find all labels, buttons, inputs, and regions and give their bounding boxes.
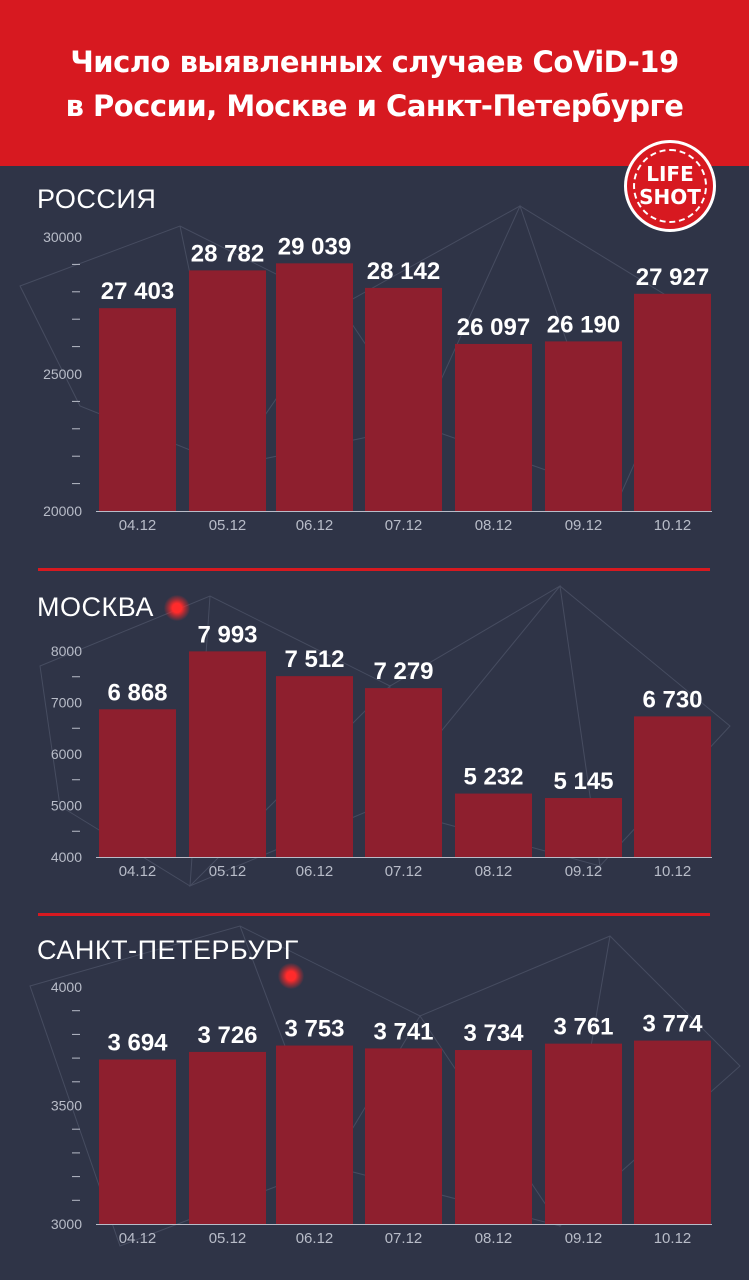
header-banner: Число выявленных случаев CoViD-19 в Росс… <box>0 0 749 166</box>
y-tick-label: 20000 <box>43 503 82 519</box>
data-label-05.12: 3 726 <box>197 1022 257 1049</box>
data-label-07.12: 28 142 <box>367 258 440 285</box>
title-line-1: Число выявленных случаев CoViD-19 <box>70 45 679 79</box>
x-tick-label: 07.12 <box>385 517 423 534</box>
data-label-10.12: 27 927 <box>636 264 709 291</box>
x-tick-label: 05.12 <box>209 1230 247 1247</box>
x-tick-label: 04.12 <box>119 1230 157 1247</box>
data-label-08.12: 26 097 <box>457 314 530 341</box>
data-label-04.12: 27 403 <box>101 278 174 305</box>
y-tick-label: 4000 <box>51 849 82 865</box>
divider-1 <box>38 568 710 571</box>
data-label-04.12: 6 868 <box>107 679 167 706</box>
x-tick-label: 07.12 <box>385 863 423 880</box>
data-label-08.12: 3 734 <box>463 1020 524 1047</box>
data-label-09.12: 3 761 <box>553 1014 613 1041</box>
bar-04.12 <box>99 1059 176 1224</box>
data-label-10.12: 6 730 <box>642 686 702 713</box>
y-tick-label: 3500 <box>51 1098 82 1114</box>
x-tick-label: 09.12 <box>565 517 603 534</box>
x-tick-label: 09.12 <box>565 863 603 880</box>
y-tick-label: 25000 <box>43 366 82 382</box>
title-line-2: в России, Москве и Санкт-Петербурге <box>65 89 684 123</box>
logo-text-life: LIFE <box>646 162 694 186</box>
x-tick-label: 10.12 <box>654 863 692 880</box>
bar-05.12 <box>189 270 266 511</box>
data-label-07.12: 3 741 <box>373 1018 433 1045</box>
logo-text-shot: SHOT <box>639 185 701 209</box>
x-tick-label: 08.12 <box>475 1230 513 1247</box>
bar-08.12 <box>455 1050 532 1224</box>
bar-10.12 <box>634 293 711 511</box>
x-tick-label: 06.12 <box>296 863 334 880</box>
y-tick-label: 6000 <box>51 746 82 762</box>
x-tick-label: 07.12 <box>385 1230 423 1247</box>
data-label-05.12: 28 782 <box>191 240 264 267</box>
y-tick-label: 8000 <box>51 643 82 659</box>
bar-04.12 <box>99 308 176 511</box>
x-tick-label: 08.12 <box>475 517 513 534</box>
x-tick-label: 05.12 <box>209 863 247 880</box>
y-tick-label: 7000 <box>51 695 82 711</box>
data-label-04.12: 3 694 <box>107 1030 168 1057</box>
section-title-russia: РОССИЯ <box>37 184 157 214</box>
bar-10.12 <box>634 1040 711 1224</box>
x-tick-label: 04.12 <box>119 517 157 534</box>
data-label-06.12: 29 039 <box>278 233 351 260</box>
spb-location-marker <box>278 963 304 989</box>
section-title-moscow: МОСКВА <box>37 592 154 622</box>
data-label-07.12: 7 279 <box>373 658 433 685</box>
x-tick-label: 10.12 <box>654 1230 692 1247</box>
bar-05.12 <box>189 1051 266 1224</box>
divider-2 <box>38 913 710 916</box>
bar-07.12 <box>365 1048 442 1224</box>
y-tick-label: 30000 <box>43 229 82 245</box>
logo-ring <box>633 149 707 223</box>
moscow-location-marker <box>164 595 190 621</box>
bar-06.12 <box>276 676 353 857</box>
bar-09.12 <box>545 798 622 857</box>
bar-05.12 <box>189 651 266 857</box>
x-tick-label: 06.12 <box>296 517 334 534</box>
bar-04.12 <box>99 709 176 857</box>
section-title-spb: САНКТ-ПЕТЕРБУРГ <box>37 935 299 965</box>
bar-08.12 <box>455 343 532 511</box>
bar-06.12 <box>276 263 353 511</box>
bar-09.12 <box>545 341 622 511</box>
bar-06.12 <box>276 1045 353 1224</box>
data-label-06.12: 7 512 <box>284 646 344 673</box>
data-label-08.12: 5 232 <box>463 764 523 791</box>
data-label-05.12: 7 993 <box>197 621 257 648</box>
data-label-09.12: 26 190 <box>547 311 620 338</box>
y-tick-label: 4000 <box>51 979 82 995</box>
bar-08.12 <box>455 793 532 857</box>
x-tick-label: 05.12 <box>209 517 247 534</box>
x-tick-label: 10.12 <box>654 517 692 534</box>
x-tick-label: 09.12 <box>565 1230 603 1247</box>
bar-09.12 <box>545 1043 622 1224</box>
bar-10.12 <box>634 716 711 857</box>
data-label-09.12: 5 145 <box>553 768 613 795</box>
x-tick-label: 08.12 <box>475 863 513 880</box>
lifeshot-logo: LIFE SHOT <box>624 140 716 232</box>
bar-07.12 <box>365 287 442 511</box>
data-label-10.12: 3 774 <box>642 1011 703 1038</box>
y-tick-label: 3000 <box>51 1216 82 1232</box>
infographic-title: Число выявленных случаев CoViD-19 в Росс… <box>0 40 749 128</box>
y-tick-label: 5000 <box>51 798 82 814</box>
data-label-06.12: 3 753 <box>284 1016 344 1043</box>
x-tick-label: 04.12 <box>119 863 157 880</box>
x-tick-label: 06.12 <box>296 1230 334 1247</box>
bar-07.12 <box>365 688 442 857</box>
